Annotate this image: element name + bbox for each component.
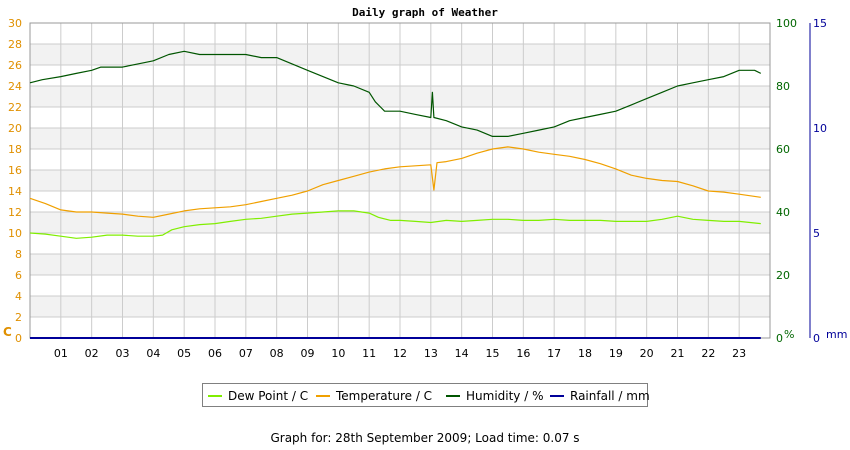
x-tick-label: 04 bbox=[146, 347, 160, 360]
x-tick-label: 09 bbox=[301, 347, 315, 360]
x-tick-label: 05 bbox=[177, 347, 191, 360]
legend-label-humidity: Humidity / % bbox=[466, 389, 544, 403]
x-tick-label: 14 bbox=[455, 347, 469, 360]
x-tick-label: 20 bbox=[640, 347, 654, 360]
x-tick-label: 19 bbox=[609, 347, 623, 360]
legend-item-temperature: Temperature / C bbox=[316, 389, 432, 403]
legend-item-dew-point: Dew Point / C bbox=[208, 389, 308, 403]
legend-item-humidity: Humidity / % bbox=[446, 389, 543, 403]
x-tick-label: 10 bbox=[331, 347, 345, 360]
y-tick-label-humidity: 0 bbox=[776, 332, 783, 345]
y-tick-label-humidity: 100 bbox=[776, 17, 797, 30]
footer-label: Graph for: 28th September 2009; Load tim… bbox=[270, 431, 580, 445]
x-tick-label: 23 bbox=[732, 347, 746, 360]
x-tick-label: 12 bbox=[393, 347, 407, 360]
y-tick-label-left: 12 bbox=[8, 206, 22, 219]
legend-swatch-humidity bbox=[446, 394, 460, 397]
y-tick-label-rain: 10 bbox=[813, 122, 827, 135]
x-tick-label: 15 bbox=[486, 347, 500, 360]
legend-label-dew-point: Dew Point / C bbox=[228, 389, 309, 403]
y-tick-label-rain: 5 bbox=[813, 227, 820, 240]
legend: Dew Point / C Temperature / C Humidity /… bbox=[202, 383, 650, 407]
series-line-temperature bbox=[29, 146, 761, 218]
y-tick-label-humidity: 80 bbox=[776, 80, 790, 93]
y-tick-label-left: 6 bbox=[15, 269, 22, 282]
x-tick-label: 18 bbox=[578, 347, 592, 360]
footer: Graph for: 28th September 2009; Load tim… bbox=[0, 431, 850, 445]
y-tick-label-left: 22 bbox=[8, 101, 22, 114]
x-tick-label: 11 bbox=[362, 347, 376, 360]
y-tick-label-humidity: 20 bbox=[776, 269, 790, 282]
x-tick-label: 16 bbox=[516, 347, 530, 360]
y-tick-label-left: 16 bbox=[8, 164, 22, 177]
y-axis-unit-humidity: % bbox=[784, 328, 794, 341]
y-tick-label-left: 30 bbox=[8, 17, 22, 30]
y-tick-label-rain: 15 bbox=[813, 17, 827, 30]
x-tick-label: 13 bbox=[424, 347, 438, 360]
x-tick-label: 22 bbox=[701, 347, 715, 360]
y-tick-label-humidity: 60 bbox=[776, 143, 790, 156]
series-line-humidity bbox=[29, 50, 762, 137]
x-tick-label: 02 bbox=[85, 347, 99, 360]
x-tick-label: 21 bbox=[671, 347, 685, 360]
legend-label-rainfall: Rainfall / mm bbox=[570, 389, 650, 403]
y-tick-label-left: 10 bbox=[8, 227, 22, 240]
y-tick-label-left: 8 bbox=[15, 248, 22, 261]
legend-swatch-rainfall bbox=[550, 394, 564, 397]
legend-swatch-temperature bbox=[316, 394, 330, 397]
y-tick-label-left: 14 bbox=[8, 185, 22, 198]
x-tick-label: 06 bbox=[208, 347, 222, 360]
x-tick-label: 03 bbox=[116, 347, 130, 360]
x-tick-label: 08 bbox=[270, 347, 284, 360]
y-tick-label-left: 24 bbox=[8, 80, 22, 93]
y-axis-unit-left: C bbox=[3, 325, 12, 339]
x-tick-label: 07 bbox=[239, 347, 253, 360]
x-tick-label: 17 bbox=[547, 347, 561, 360]
y-tick-label-humidity: 40 bbox=[776, 206, 790, 219]
legend-swatch-dew-point bbox=[208, 394, 222, 397]
y-tick-label-left: 2 bbox=[15, 311, 22, 324]
chart-title: Daily graph of Weather bbox=[352, 6, 498, 19]
y-tick-label-left: 4 bbox=[15, 290, 22, 303]
y-tick-label-left: 0 bbox=[15, 332, 22, 345]
legend-label-temperature: Temperature / C bbox=[336, 389, 433, 403]
y-axis-unit-rain: mm bbox=[826, 328, 847, 341]
y-tick-label-left: 28 bbox=[8, 38, 22, 51]
y-tick-label-left: 20 bbox=[8, 122, 22, 135]
y-tick-label-left: 18 bbox=[8, 143, 22, 156]
x-tick-label: 01 bbox=[54, 347, 68, 360]
y-tick-label-left: 26 bbox=[8, 59, 22, 72]
series-line-dew-point bbox=[29, 210, 761, 239]
legend-item-rainfall: Rainfall / mm bbox=[550, 389, 650, 403]
y-tick-label-rain: 0 bbox=[813, 332, 820, 345]
